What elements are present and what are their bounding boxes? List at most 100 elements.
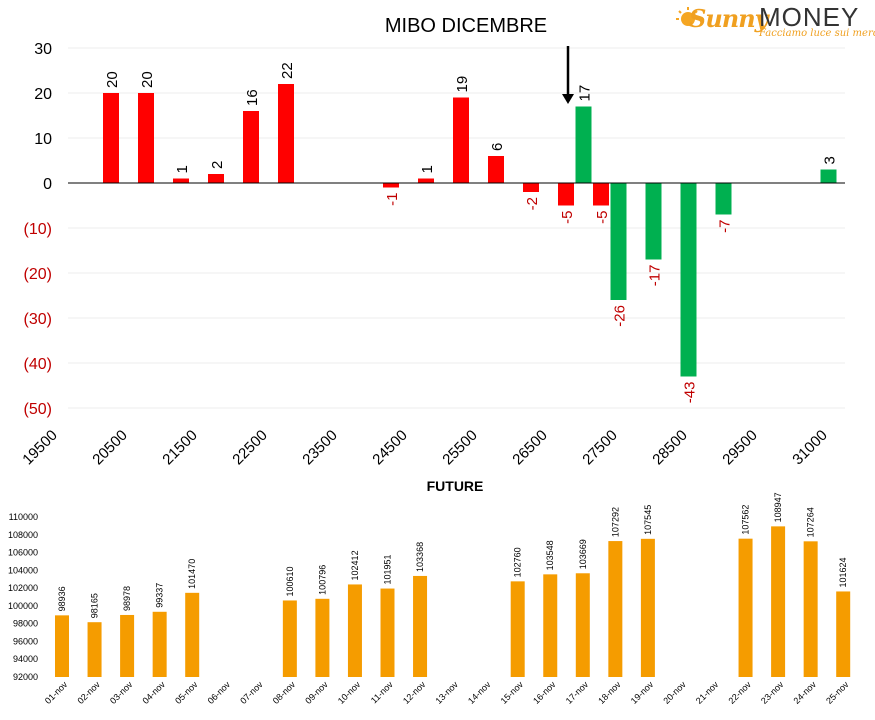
data-label: -2 — [524, 197, 541, 210]
x-tick-label: 12-nov — [401, 679, 428, 706]
x-tick-label: 23-nov — [759, 679, 786, 706]
bar — [55, 615, 69, 677]
y-axis-ticks: 30 20 10 0 (10) (20) (30) (40) (50) — [24, 41, 53, 418]
bar — [87, 622, 102, 677]
data-label: 1 — [419, 165, 436, 173]
y-tick-label: 0 — [43, 176, 52, 193]
x-tick-label: 17-nov — [564, 679, 591, 706]
annotation-arrow — [562, 46, 574, 104]
data-label: -5 — [594, 211, 611, 224]
data-label: 102412 — [350, 550, 360, 580]
y-tick-label: (40) — [24, 356, 52, 373]
y-tick-label: 104000 — [8, 565, 38, 575]
future-bars — [55, 526, 851, 677]
x-tick-label: 23500 — [299, 427, 341, 469]
x-axis-ticks: 19500 20500 21500 22500 23500 24500 25500 26500… — [19, 427, 831, 469]
x-tick-label: 22-nov — [726, 679, 753, 706]
logo-word-sunny: Sunny — [689, 4, 769, 33]
bar — [488, 156, 504, 183]
data-label: 103368 — [415, 542, 425, 572]
data-label: 22 — [279, 62, 296, 79]
data-label: 102760 — [513, 547, 523, 577]
sunny-money-logo: Sunny MONEY Facciamo luce sui mercati — [675, 2, 875, 42]
data-label: 98978 — [122, 586, 132, 611]
y-tick-label: 94000 — [13, 654, 38, 664]
y-tick-label: 10 — [34, 131, 52, 148]
data-label: 107545 — [643, 505, 653, 535]
data-label: 103548 — [545, 540, 555, 570]
x-tick-label: 25-nov — [824, 679, 851, 706]
bar — [347, 584, 362, 677]
y-tick-label: 96000 — [13, 636, 38, 646]
bar — [138, 93, 154, 183]
data-label: -1 — [384, 193, 401, 206]
x-tick-label: 14-nov — [466, 679, 493, 706]
y-tick-label: 100000 — [8, 601, 38, 611]
bar — [243, 111, 259, 183]
bar — [152, 611, 167, 677]
data-label: 19 — [454, 76, 471, 93]
x-tick-label: 21500 — [159, 427, 201, 469]
data-label: 99337 — [155, 583, 165, 608]
data-label: 20 — [104, 71, 121, 88]
bar — [185, 592, 200, 677]
bar — [120, 614, 135, 677]
y-tick-label: (10) — [24, 221, 52, 238]
bar — [278, 84, 294, 183]
future-y-axis-ticks: 110000 108000 106000 104000 102000 100000 9800… — [8, 512, 38, 682]
logo-tagline: Facciamo luce sui mercati — [759, 28, 875, 39]
future-chart-title: FUTURE — [427, 478, 484, 494]
bar — [771, 526, 786, 677]
y-tick-label: 110000 — [9, 512, 38, 522]
x-tick-label: 11-nov — [369, 679, 395, 705]
bar — [820, 169, 837, 183]
logo-word-money: MONEY — [759, 2, 860, 32]
data-label: 100610 — [285, 566, 295, 596]
bar — [738, 538, 753, 677]
bar — [103, 93, 119, 183]
data-label: 101951 — [383, 554, 393, 584]
x-tick-label: 25500 — [439, 427, 481, 469]
data-label: 3 — [822, 156, 839, 164]
x-tick-label: 02-nov — [75, 679, 102, 706]
x-tick-label: 08-nov — [271, 679, 298, 706]
data-label: 1 — [174, 165, 191, 173]
bar — [575, 106, 592, 183]
y-tick-label: 108000 — [8, 530, 38, 540]
y-tick-label: (50) — [24, 401, 52, 418]
future-bar-chart: FUTURE 110000 108000 106000 104000 102000 100… — [8, 478, 851, 706]
x-tick-label: 21-nov — [694, 679, 721, 706]
data-labels: 20 20 1 2 16 22 -1 1 19 6 -2 -5 -5 17 -26 -17 -43 -7 3 — [104, 62, 839, 403]
data-label: 107292 — [610, 507, 620, 537]
data-label: 20 — [139, 71, 156, 88]
x-tick-label: 18-nov — [596, 679, 623, 706]
chart-title: MIBO DICEMBRE — [385, 15, 547, 37]
x-tick-label: 24-nov — [792, 679, 819, 706]
data-label: 107264 — [806, 507, 816, 537]
x-tick-label: 24500 — [369, 427, 411, 469]
bar — [645, 183, 662, 260]
x-tick-label: 06-nov — [206, 679, 233, 706]
x-tick-label: 16-nov — [531, 679, 558, 706]
bar — [593, 183, 609, 206]
data-label: -43 — [682, 382, 699, 404]
x-tick-label: 15-nov — [499, 679, 526, 706]
bar — [610, 183, 627, 300]
data-label: -26 — [612, 305, 629, 327]
x-tick-label: 19500 — [19, 427, 61, 469]
bar — [575, 573, 590, 677]
bar — [380, 588, 395, 677]
future-x-axis-ticks: 01-nov 02-nov 03-nov 04-nov 05-nov 06-nov 07-n… — [43, 679, 851, 706]
y-tick-label: 92000 — [13, 672, 38, 682]
bar — [680, 183, 697, 377]
bar — [608, 541, 623, 677]
x-tick-label: 09-nov — [303, 679, 330, 706]
data-label: 108947 — [773, 492, 783, 522]
x-tick-label: 20500 — [89, 427, 131, 469]
bar — [715, 183, 732, 215]
sun-icon — [676, 7, 698, 26]
x-tick-label: 10-nov — [336, 679, 363, 706]
x-tick-label: 29500 — [719, 427, 761, 469]
data-label: 98936 — [57, 586, 67, 611]
